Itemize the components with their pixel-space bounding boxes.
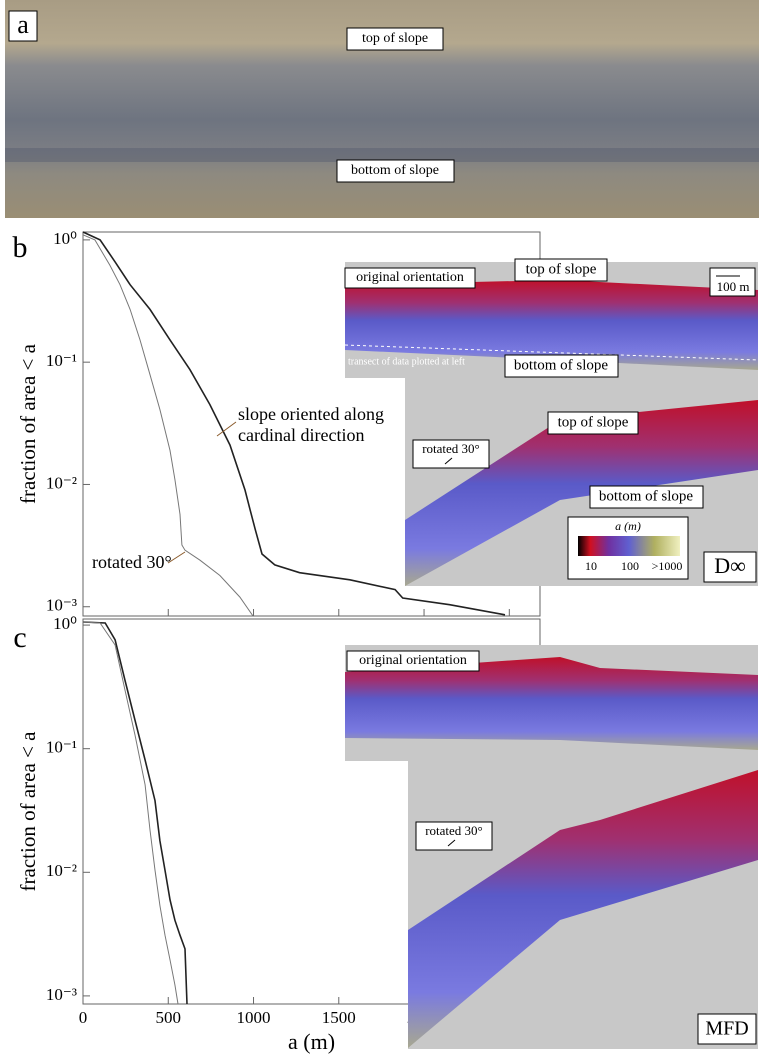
flow-map	[345, 280, 758, 370]
label-box	[346, 650, 480, 672]
scale-label: 100 m	[717, 279, 750, 294]
colorbar-tick-label: >1000	[652, 559, 683, 573]
road	[5, 148, 759, 162]
y-tick-label: 10⁻¹	[46, 351, 77, 370]
flow-map	[405, 400, 758, 586]
direction-arrow	[447, 839, 456, 847]
inset-label: rotated 30°	[425, 823, 483, 838]
y-tick-label: 10⁻²	[46, 473, 77, 492]
annotation-leader	[216, 421, 237, 437]
label-box	[703, 551, 757, 583]
panel-label: b	[13, 231, 28, 264]
y-tick-label: 10⁻³	[46, 596, 77, 615]
x-tick-label: 0	[79, 1008, 88, 1027]
label-box	[589, 485, 704, 509]
label-box	[344, 267, 476, 289]
flow-map	[408, 770, 758, 1048]
y-tick-label: 10⁰	[53, 614, 77, 633]
inset-label: top of slope	[558, 414, 629, 430]
transect-line	[344, 344, 759, 361]
inset-label: original orientation	[356, 270, 464, 285]
inset-c: original orientation rotated 30° MFD	[345, 645, 758, 1049]
data-line	[82, 234, 254, 617]
panel-label: a	[17, 10, 29, 39]
flow-map	[345, 657, 758, 750]
photo-label: bottom of slope	[351, 163, 439, 178]
inset-label: original orientation	[359, 653, 467, 668]
x-tick-label: 500	[156, 1008, 182, 1027]
annotation-leader	[167, 551, 186, 564]
label-box	[412, 439, 490, 469]
inset-label: rotated 30°	[422, 441, 480, 456]
inset-b: original orientation top of slope 100 m …	[344, 258, 759, 586]
photo-label: top of slope	[362, 31, 428, 46]
data-line	[82, 621, 188, 1005]
label-box	[697, 1013, 757, 1045]
panel-label: c	[13, 621, 26, 654]
y-tick-label: 10⁻³	[46, 985, 77, 1004]
y-tick-label: 10⁻¹	[46, 738, 77, 757]
x-tick-label: 1000	[237, 1008, 271, 1027]
colorbar	[578, 536, 680, 556]
x-axis-label: a (m)	[288, 1029, 335, 1054]
inset-label: bottom of slope	[599, 488, 694, 504]
label-box	[8, 10, 38, 42]
y-axis-label: fraction of area < a	[16, 731, 40, 892]
data-line	[82, 621, 179, 1005]
label-box	[547, 411, 639, 435]
direction-arrow	[444, 457, 453, 465]
y-axis-label: fraction of area < a	[16, 343, 40, 504]
label-box	[346, 27, 444, 51]
annotation: rotated 30°	[92, 552, 172, 572]
label-box	[336, 159, 455, 183]
panel-a: a top of slope bottom of slope	[5, 0, 759, 218]
label-box	[504, 354, 619, 378]
x-tick-label: 1500	[322, 1008, 356, 1027]
y-tick-label: 10⁻²	[46, 861, 77, 880]
method-label: MFD	[705, 1018, 748, 1040]
label-box	[415, 821, 493, 851]
data-line	[82, 231, 506, 616]
annotation: slope oriented along	[238, 404, 384, 424]
y-tick-label: 10⁰	[53, 229, 77, 248]
colorbar-tick-label: 100	[621, 559, 639, 573]
inset-label: transect of data plotted at left	[348, 356, 465, 367]
annotation: cardinal direction	[238, 425, 364, 445]
inset-label: top of slope	[526, 261, 597, 277]
label-box	[709, 267, 756, 297]
label-box	[514, 258, 608, 282]
inset-label: bottom of slope	[514, 357, 609, 373]
method-label: D∞	[714, 553, 746, 578]
colorbar-title: a (m)	[615, 519, 641, 533]
colorbar-tick-label: 10	[585, 559, 597, 573]
